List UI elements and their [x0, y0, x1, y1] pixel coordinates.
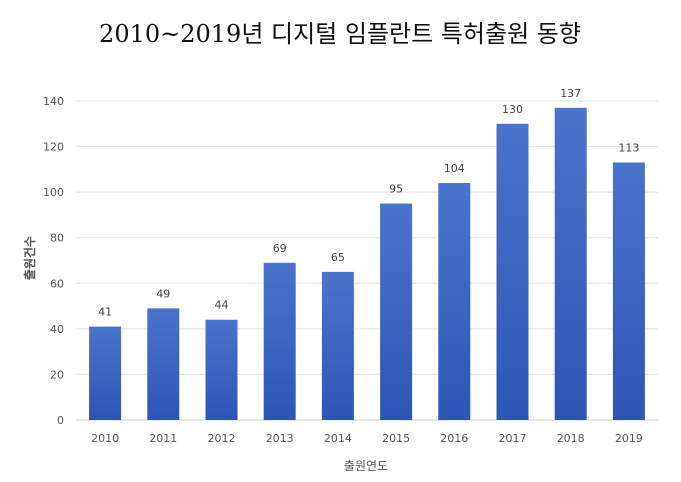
data-label: 41: [98, 306, 112, 319]
bar-2019: [612, 162, 645, 420]
x-tick-label: 2013: [266, 432, 294, 445]
bar-2012: [205, 319, 238, 420]
chart-title: 2010~2019년 디지털 임플란트 특허출원 동향: [99, 20, 581, 48]
data-label: 113: [618, 142, 639, 155]
x-axis-label: 출원연도: [344, 459, 388, 473]
y-tick-label: 80: [50, 232, 64, 245]
bar-2011: [147, 308, 180, 420]
y-tick-label: 100: [43, 186, 64, 199]
bar-2016: [438, 183, 471, 420]
x-tick-label: 2010: [91, 432, 119, 445]
bar-2018: [554, 107, 587, 420]
x-tick-label: 2015: [382, 432, 410, 445]
y-tick-label: 0: [57, 414, 64, 427]
bar-2017: [496, 123, 529, 421]
data-label: 65: [331, 251, 345, 264]
data-label: 95: [389, 183, 403, 196]
y-tick-label: 20: [50, 368, 64, 381]
data-label: 130: [502, 103, 523, 116]
x-tick-label: 2019: [615, 432, 643, 445]
x-tick-label: 2012: [208, 432, 236, 445]
y-tick-label: 60: [50, 277, 64, 290]
data-label: 104: [444, 162, 465, 175]
data-label: 69: [273, 242, 287, 255]
bar-2014: [321, 271, 354, 420]
y-tick-label: 140: [43, 95, 64, 108]
bar-2015: [380, 203, 413, 420]
x-tick-label: 2011: [149, 432, 177, 445]
y-tick-label: 120: [43, 141, 64, 154]
data-label: 44: [215, 299, 229, 312]
data-labels: 41 49 44 69 65 95 104 130 137 113: [98, 87, 639, 319]
data-label: 137: [560, 87, 581, 100]
x-axis-ticks: 2010 2011 2012 2013 2014 2015 2016 2017 2018 2019: [91, 432, 643, 445]
x-tick-label: 2016: [440, 432, 468, 445]
bar-2010: [89, 326, 122, 420]
y-tick-label: 40: [50, 323, 64, 336]
y-axis-ticks: 0 20 40 60 80 100 120 140: [43, 95, 64, 427]
data-label: 49: [156, 287, 170, 300]
x-tick-label: 2014: [324, 432, 352, 445]
bars: [89, 107, 645, 421]
bar-2013: [263, 262, 296, 420]
x-tick-label: 2018: [557, 432, 585, 445]
x-tick-label: 2017: [499, 432, 527, 445]
y-axis-label: 출원건수: [22, 236, 37, 280]
